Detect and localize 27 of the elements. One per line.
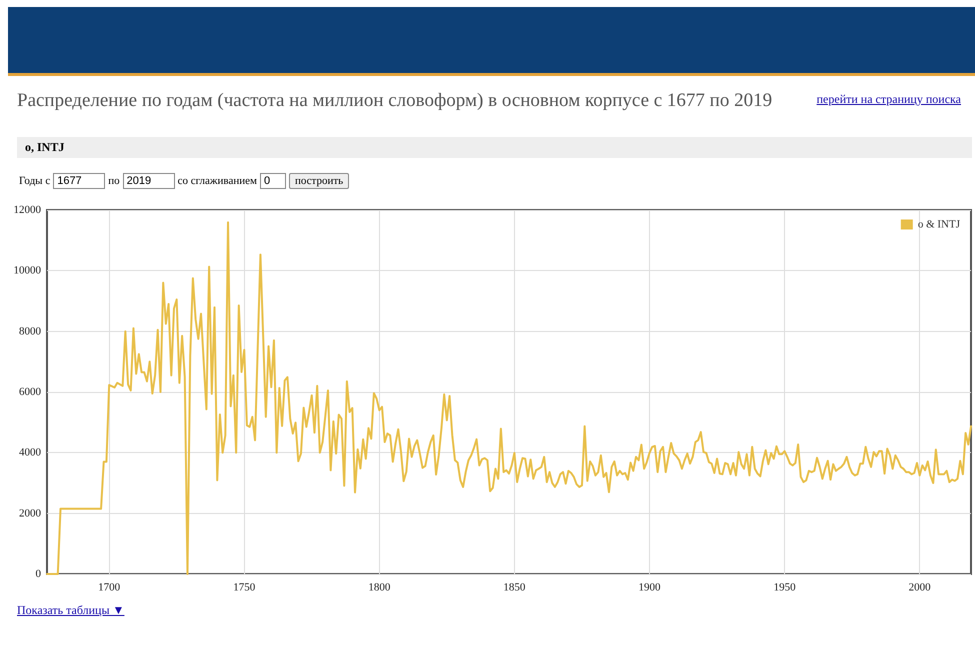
line-series bbox=[46, 221, 972, 575]
y-tick-label: 10000 bbox=[14, 264, 42, 277]
x-tick-label: 2000 bbox=[908, 582, 932, 594]
text: 0 bbox=[260, 173, 286, 189]
text: 2019 bbox=[122, 173, 175, 189]
legend-label: о & INTJ bbox=[918, 218, 961, 230]
chart-subtitle: о, INTJ bbox=[17, 137, 972, 158]
text: построить bbox=[288, 173, 350, 189]
x-tick-label: 1800 bbox=[368, 582, 391, 594]
text: перейти на страницу поиска bbox=[816, 92, 961, 107]
y-tick-label: 8000 bbox=[19, 325, 42, 338]
text: Показать таблицы ▼ bbox=[17, 603, 124, 618]
x-tick-label: 1750 bbox=[233, 582, 256, 594]
y-tick-label: 4000 bbox=[19, 446, 42, 459]
y-tick-label: 6000 bbox=[19, 386, 42, 398]
text: 1677 bbox=[53, 173, 106, 189]
text: по bbox=[108, 175, 120, 187]
x-tick-label: 1700 bbox=[98, 582, 121, 594]
x-tick-label: 1900 bbox=[638, 582, 661, 594]
x-tick-label: 1950 bbox=[774, 582, 796, 594]
y-tick-label: 0 bbox=[36, 568, 42, 580]
text: Годы с bbox=[19, 175, 50, 187]
text: со сглаживанием bbox=[178, 175, 257, 187]
y-tick-label: 12000 bbox=[14, 204, 42, 216]
chart-title: Распределение по годам (частота на миллион словоформ) в основном корпусе с 1677 по 2019 bbox=[17, 90, 772, 112]
x-tick-label: 1850 bbox=[503, 582, 526, 594]
y-tick-label: 2000 bbox=[19, 507, 42, 520]
